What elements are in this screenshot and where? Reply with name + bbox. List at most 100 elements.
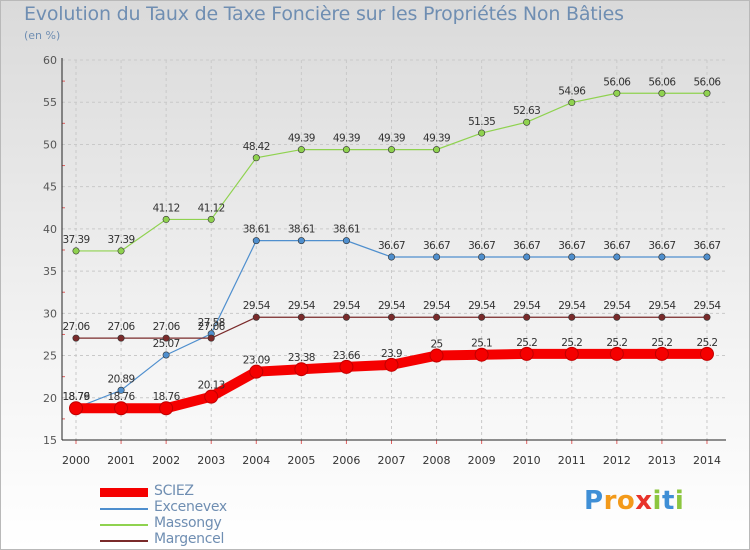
data-point-margencel	[117, 334, 125, 342]
data-label-excenevex: 38.61	[333, 224, 360, 236]
data-label-sciez: 18.76	[108, 391, 136, 403]
data-label-margencel: 29.54	[288, 300, 316, 312]
data-label-sciez: 25.1	[471, 338, 492, 350]
data-label-excenevex: 25.07	[153, 338, 180, 350]
data-point-excenevex	[478, 253, 486, 261]
legend-swatch-excenevex	[100, 508, 148, 510]
data-point-sciez	[699, 346, 714, 361]
data-point-sciez	[159, 401, 174, 416]
data-label-massongy: 37.39	[62, 234, 89, 246]
legend-label-excenevex: Excenevex	[154, 499, 227, 515]
data-label-excenevex: 36.67	[693, 240, 720, 252]
data-label-margencel: 29.54	[648, 300, 676, 312]
data-point-sciez	[429, 348, 444, 363]
data-label-sciez: 25	[430, 339, 442, 351]
data-label-sciez: 18.76	[153, 391, 181, 403]
data-label-margencel: 27.06	[198, 321, 226, 333]
data-point-massongy	[703, 89, 711, 97]
legend-label-sciez: SCIEZ	[154, 483, 194, 499]
data-point-margencel	[568, 313, 576, 321]
data-label-massongy: 52.63	[513, 105, 540, 117]
data-label-massongy: 49.39	[288, 133, 315, 145]
data-label-sciez: 23.38	[288, 352, 315, 364]
data-label-massongy: 56.06	[648, 76, 676, 88]
data-point-excenevex	[297, 237, 305, 245]
data-label-sciez: 23.66	[333, 350, 361, 362]
data-point-massongy	[613, 89, 621, 97]
legend-swatch-sciez	[100, 488, 148, 497]
data-point-massongy	[387, 146, 395, 154]
x-tick-label: 2002	[152, 454, 180, 467]
data-label-margencel: 29.54	[243, 300, 271, 312]
data-point-sciez	[114, 401, 129, 416]
y-tick-label: 20	[43, 392, 57, 405]
data-label-excenevex: 36.67	[558, 240, 585, 252]
x-tick-label: 2000	[62, 454, 90, 467]
data-label-massongy: 56.06	[603, 76, 631, 88]
x-tick-label: 2001	[107, 454, 135, 467]
data-point-massongy	[297, 146, 305, 154]
data-label-excenevex: 36.67	[423, 240, 450, 252]
data-label-excenevex: 38.61	[288, 224, 315, 236]
data-label-margencel: 29.54	[378, 300, 406, 312]
x-tick-label: 2014	[693, 454, 721, 467]
data-label-sciez: 25.2	[696, 337, 717, 349]
data-label-sciez: 25.2	[606, 337, 627, 349]
legend-swatch-massongy	[100, 524, 148, 526]
data-label-massongy: 56.06	[693, 76, 721, 88]
data-point-excenevex	[162, 351, 170, 359]
data-label-excenevex: 36.67	[468, 240, 495, 252]
proxiti-logo: Proxiti	[584, 486, 684, 516]
data-label-sciez: 18.76	[62, 391, 90, 403]
data-label-margencel: 29.54	[468, 300, 496, 312]
data-point-excenevex	[252, 237, 260, 245]
data-point-massongy	[162, 215, 170, 223]
data-label-massongy: 41.12	[198, 202, 225, 214]
data-label-massongy: 49.39	[378, 133, 405, 145]
data-label-margencel: 29.54	[513, 300, 541, 312]
data-label-margencel: 29.54	[693, 300, 721, 312]
data-label-massongy: 41.12	[153, 202, 180, 214]
data-point-massongy	[252, 154, 260, 162]
y-tick-label: 25	[43, 350, 57, 363]
data-label-massongy: 51.35	[468, 116, 495, 128]
y-tick-label: 60	[43, 54, 57, 67]
data-point-sciez	[474, 347, 489, 362]
x-tick-label: 2012	[603, 454, 631, 467]
data-point-margencel	[658, 313, 666, 321]
data-point-massongy	[523, 118, 531, 126]
logo-letter: i	[674, 486, 685, 516]
data-label-sciez: 20.13	[198, 380, 225, 392]
data-point-margencel	[342, 313, 350, 321]
chart-subtitle: (en %)	[24, 29, 61, 42]
data-point-massongy	[478, 129, 486, 137]
data-label-sciez: 25.2	[651, 337, 672, 349]
data-point-excenevex	[523, 253, 531, 261]
data-point-massongy	[658, 89, 666, 97]
logo-letter: t	[661, 486, 675, 516]
data-point-margencel	[387, 313, 395, 321]
data-label-excenevex: 18.79	[62, 391, 89, 403]
data-label-massongy: 49.39	[333, 133, 360, 145]
legend-swatch-margencel	[100, 540, 148, 542]
data-point-excenevex	[117, 386, 125, 394]
logo-letter: o	[616, 486, 636, 516]
logo-letter: r	[603, 486, 617, 516]
data-point-margencel	[162, 334, 170, 342]
data-point-massongy	[207, 215, 215, 223]
data-label-margencel: 29.54	[603, 300, 631, 312]
legend-label-massongy: Massongy	[154, 515, 222, 531]
data-point-massongy	[433, 146, 441, 154]
data-point-margencel	[252, 313, 260, 321]
logo-letter: x	[635, 486, 653, 516]
data-point-sciez	[294, 362, 309, 377]
data-point-excenevex	[613, 253, 621, 261]
x-tick-label: 2005	[287, 454, 315, 467]
data-point-sciez	[564, 346, 579, 361]
data-label-margencel: 27.06	[62, 321, 90, 333]
data-point-excenevex	[433, 253, 441, 261]
logo-letter: P	[584, 486, 604, 516]
x-tick-label: 2007	[377, 454, 405, 467]
